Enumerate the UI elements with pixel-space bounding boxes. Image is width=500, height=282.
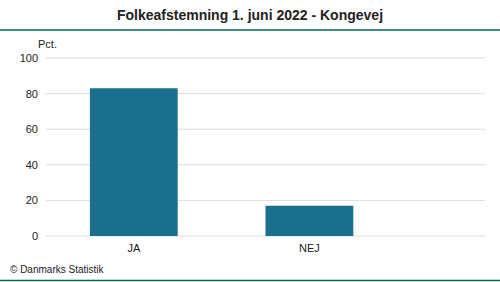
y-tick-label: 100 <box>20 52 38 64</box>
y-axis: 0 20 40 60 80 100 <box>20 52 38 242</box>
bottom-rule <box>0 280 500 282</box>
background <box>0 0 500 282</box>
chart-container: Folkeafstemning 1. juni 2022 - Kongevej 0… <box>0 0 500 282</box>
title: Folkeafstemning 1. juni 2022 - Kongevej <box>117 7 383 23</box>
grid <box>46 58 485 236</box>
chart-svg: Folkeafstemning 1. juni 2022 - Kongevej 0… <box>0 0 500 282</box>
y-tick-label: 40 <box>26 159 38 171</box>
y-tick-label: 80 <box>26 88 38 100</box>
bar <box>266 206 354 236</box>
footer: © Danmarks Statistik <box>10 264 105 275</box>
grid-line <box>46 58 485 59</box>
x-tick-label: JA <box>127 242 141 254</box>
y-tick-label: 60 <box>26 123 38 135</box>
x-axis: JA NEJ <box>127 242 319 254</box>
x-tick-label: NEJ <box>299 242 320 254</box>
bar <box>90 88 178 236</box>
y-tick-label: 0 <box>32 230 38 242</box>
y-tick-label: 20 <box>26 194 38 206</box>
y-axis-label: Pct. <box>38 38 57 50</box>
top-rule <box>0 29 500 31</box>
bars <box>90 88 353 236</box>
